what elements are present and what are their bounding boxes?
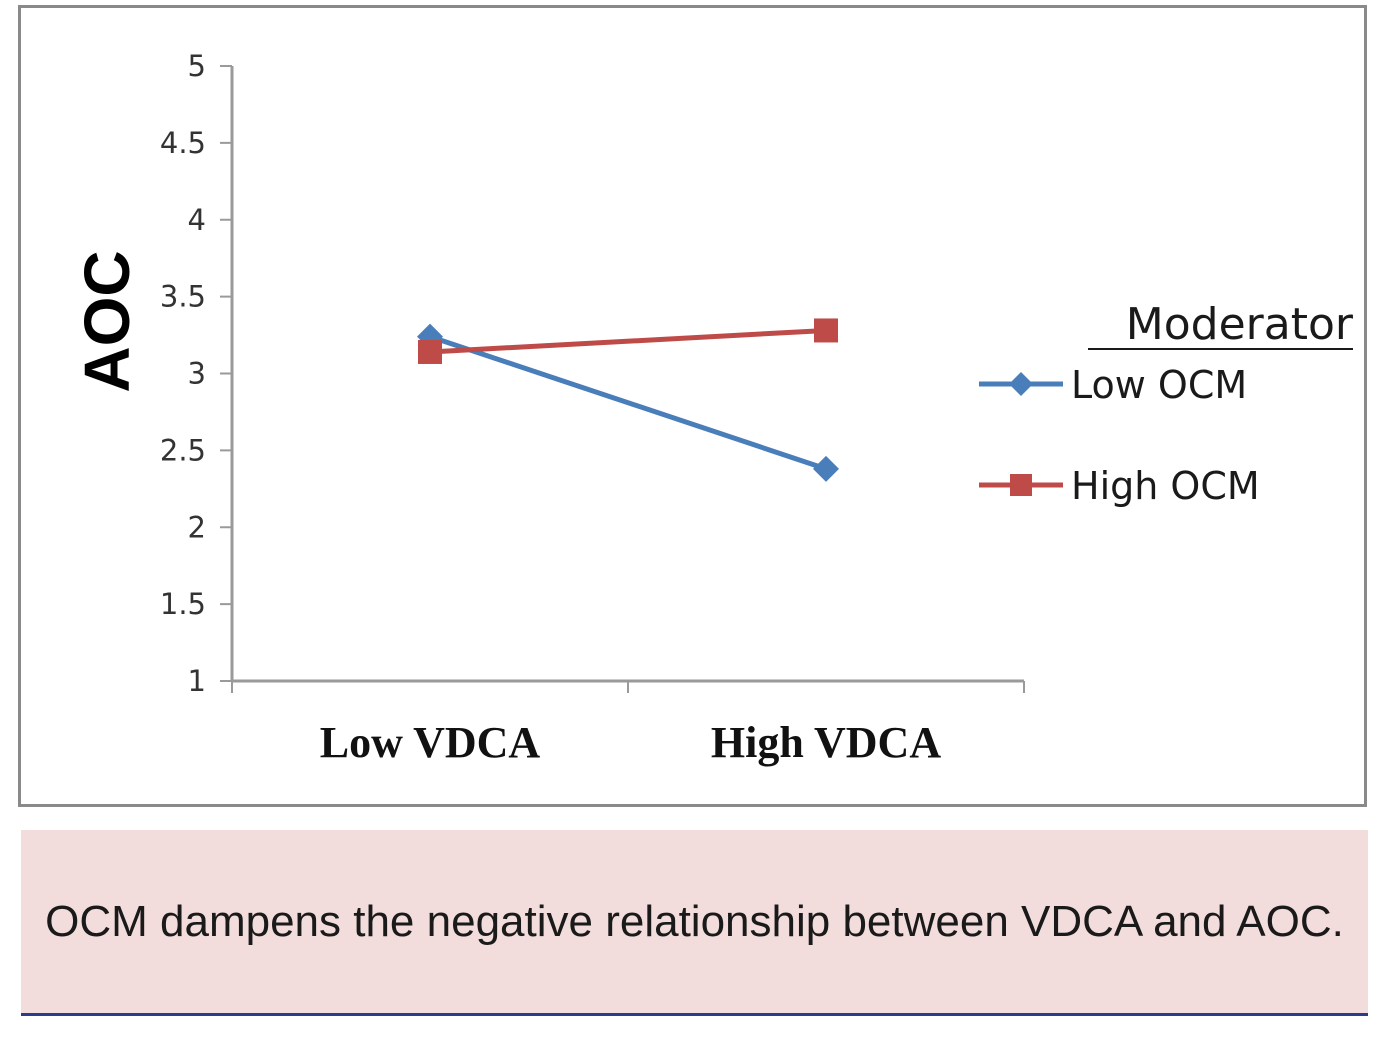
series-line xyxy=(429,327,827,355)
y-tick-label: 3 xyxy=(188,357,206,391)
x-category-label: Low VDCA xyxy=(320,718,541,767)
chart-svg: 11.522.533.544.55 Low VDCA High VDCA AOC … xyxy=(71,49,1354,767)
square-marker xyxy=(418,339,442,364)
y-ticks: 1 1.5 2 2.5 3 3.5 4 4.5 5 xyxy=(160,49,232,698)
diamond-marker xyxy=(813,455,839,482)
caption-box: OCM dampens the negative relationship be… xyxy=(21,830,1368,1016)
y-tick-label: 4 xyxy=(188,203,206,237)
y-tick-label: 1.5 xyxy=(160,587,206,621)
y-tick-label: 1 xyxy=(188,664,206,698)
square-marker xyxy=(1010,474,1032,496)
y-tick-label: 2.5 xyxy=(160,433,206,467)
y-tick-label: 5 xyxy=(188,49,206,83)
legend: Moderator Low OCM High OCM xyxy=(979,299,1354,508)
series-group xyxy=(417,318,839,482)
legend-title: Moderator xyxy=(1126,299,1354,350)
x-category-label: High VDCA xyxy=(711,718,941,767)
y-tick-label: 2 xyxy=(188,510,206,544)
legend-label: Low OCM xyxy=(1071,363,1247,407)
series-high-ocm xyxy=(418,318,838,364)
y-axis-label: AOC xyxy=(71,250,143,392)
chart-frame: 1 1.5 2 2.5 3 3.5 4 4.5 5 Low VDCA High VDCA AOC … xyxy=(18,5,1367,807)
y-tick-label: 3.5 xyxy=(160,280,206,314)
legend-label: High OCM xyxy=(1071,464,1260,508)
square-marker xyxy=(814,318,838,343)
caption-text: OCM dampens the negative relationship be… xyxy=(45,896,1344,946)
series-line xyxy=(429,334,827,472)
x-ticks: Low VDCA High VDCA xyxy=(231,681,1025,767)
diamond-marker xyxy=(1009,372,1033,396)
y-tick-label: 4.5 xyxy=(160,126,206,160)
